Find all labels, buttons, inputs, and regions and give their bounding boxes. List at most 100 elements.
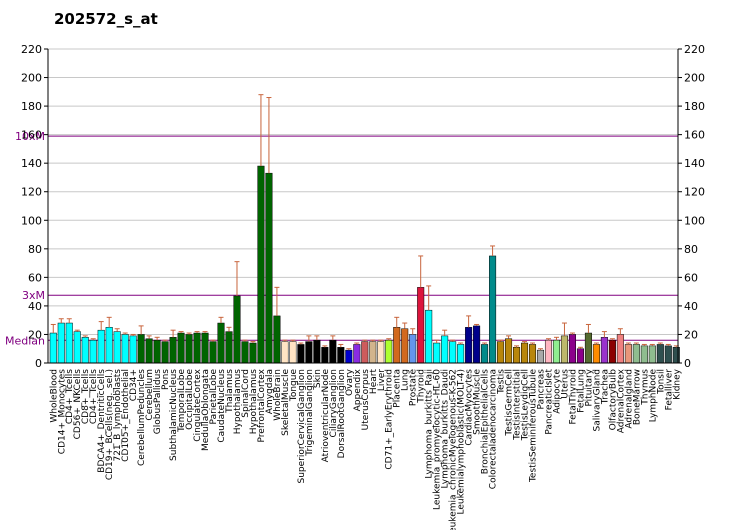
- bar: [225, 331, 233, 364]
- bar: [345, 349, 353, 364]
- bar: [65, 322, 73, 364]
- bar: [97, 329, 105, 364]
- x-tick-label: Heart: [369, 369, 379, 395]
- x-tick-label: FetalLung: [576, 369, 586, 413]
- x-tick-label: Prostate: [409, 369, 419, 407]
- x-tick-label: Cerebellum: [145, 369, 155, 421]
- bar: [353, 344, 361, 364]
- x-tick-label: Leukemia_promyelocytic-HL-60: [433, 369, 443, 510]
- x-tick-label: AdrenalCortex: [616, 368, 626, 433]
- bar: [201, 332, 209, 364]
- y-tick-label-left: 80: [28, 243, 42, 256]
- bars: [49, 165, 680, 364]
- x-tick-label: Hypothalamus: [233, 369, 243, 435]
- x-tick-label: TrigeminalGanglion: [305, 369, 315, 457]
- x-tick-label: 721_B_lymphoblasts: [113, 369, 123, 462]
- x-tick-label: TestisGermCell: [505, 369, 515, 437]
- x-tick-label: Pancreas: [537, 369, 547, 410]
- bar: [169, 337, 177, 364]
- y-tick-label-right: 0: [684, 357, 691, 370]
- bar: [305, 341, 313, 364]
- y-tick-label-left: 20: [28, 328, 42, 341]
- bar: [409, 334, 417, 364]
- x-tick-label: Ovary: [345, 368, 355, 396]
- y-tick-label-left: 220: [21, 43, 42, 56]
- x-tick-label: Liver: [377, 369, 387, 391]
- x-tick-label: OlfactoryBulb: [608, 369, 618, 431]
- bar: [129, 335, 137, 364]
- bar: [121, 334, 129, 364]
- bar: [337, 347, 345, 364]
- bar: [185, 334, 193, 364]
- x-tick-label: CD19+_BCells(neg._sel.): [105, 369, 115, 480]
- bar: [536, 349, 545, 364]
- bar: [313, 339, 321, 364]
- x-tick-label: Testis: [497, 369, 507, 395]
- y-tick-label-right: 220: [684, 43, 705, 56]
- bar: [616, 334, 624, 364]
- x-tick-label: TemporalLobe: [177, 369, 187, 433]
- bar: [640, 345, 648, 364]
- x-tick-label: Adrenalgland: [624, 369, 634, 429]
- bar: [632, 344, 640, 364]
- bar: [385, 339, 393, 364]
- x-axis-labels: WholeBloodCD14+_MonocytesCD4+_TcellsCD56…: [49, 368, 682, 530]
- bar: [457, 344, 465, 364]
- x-tick-label: CD8+_Tcells: [81, 369, 91, 424]
- y-tick-label-right: 60: [684, 271, 698, 284]
- bar: [608, 339, 616, 364]
- x-tick-label: LymphNode: [648, 369, 658, 423]
- bar: [257, 165, 265, 364]
- bar: [369, 341, 377, 364]
- y-axis-right-labels: 0 20 40 60 80 100 120 140 160 180 200 220: [684, 43, 705, 370]
- bar: [273, 315, 281, 364]
- x-tick-label: SkeletalMuscle: [281, 369, 291, 436]
- bar: [89, 339, 97, 364]
- reference-line-label: 3xM: [22, 289, 45, 302]
- x-tick-label: Lymphoma_burkitts_Daudi: [441, 369, 451, 488]
- x-tick-label: OccipitalLobe: [185, 369, 195, 430]
- x-tick-label: SpinalCord: [241, 369, 251, 418]
- gridlines: [48, 48, 678, 364]
- y-tick-label-left: 140: [21, 157, 42, 170]
- x-tick-label: WholeBlood: [49, 369, 59, 423]
- x-tick-label: BDCA4+_DentriticCells: [97, 369, 107, 473]
- bar: [289, 341, 297, 364]
- bar: [49, 332, 57, 364]
- bar: [497, 341, 505, 364]
- bar: [281, 341, 289, 364]
- y-tick-label-right: 20: [684, 328, 698, 341]
- y-tick-label-left: 180: [21, 100, 42, 113]
- bar: [217, 322, 225, 364]
- x-tick-label: FetalThyroid: [568, 369, 578, 425]
- bar: [321, 347, 329, 364]
- x-tick-label: Lung: [401, 369, 411, 391]
- bar: [560, 335, 568, 364]
- bar: [417, 287, 425, 364]
- bar: [441, 335, 449, 364]
- bar: [592, 344, 600, 364]
- x-tick-label: DorsalRootGanglion: [337, 369, 347, 458]
- x-tick-label: Pons: [161, 369, 171, 390]
- bar: [513, 347, 521, 364]
- bar: [568, 334, 576, 364]
- x-tick-label: Tongue: [289, 369, 299, 403]
- x-tick-label: Colorectaladenocarcinoma: [489, 369, 499, 489]
- reference-lines: 10xM 3xM Median: [5, 130, 678, 347]
- y-tick-label-left: 100: [21, 214, 42, 227]
- bar: [656, 344, 664, 364]
- bar: [425, 309, 433, 364]
- x-tick-label: TestisLeydigCell: [521, 369, 531, 441]
- x-tick-label: CingulateCortex: [193, 368, 203, 441]
- y-tick-label-left: 0: [35, 357, 42, 370]
- y-tick-label-right: 160: [684, 129, 705, 142]
- x-tick-label: Trachea: [600, 369, 610, 405]
- bar: [505, 338, 513, 364]
- x-tick-label: BronchialEpithelialCells: [481, 369, 491, 475]
- x-tick-label: Adipocyte: [552, 369, 562, 414]
- bar: [233, 295, 241, 364]
- y-tick-label-right: 40: [684, 300, 698, 313]
- y-tick-label-right: 80: [684, 243, 698, 256]
- bar: [481, 344, 489, 364]
- bar: [105, 327, 113, 364]
